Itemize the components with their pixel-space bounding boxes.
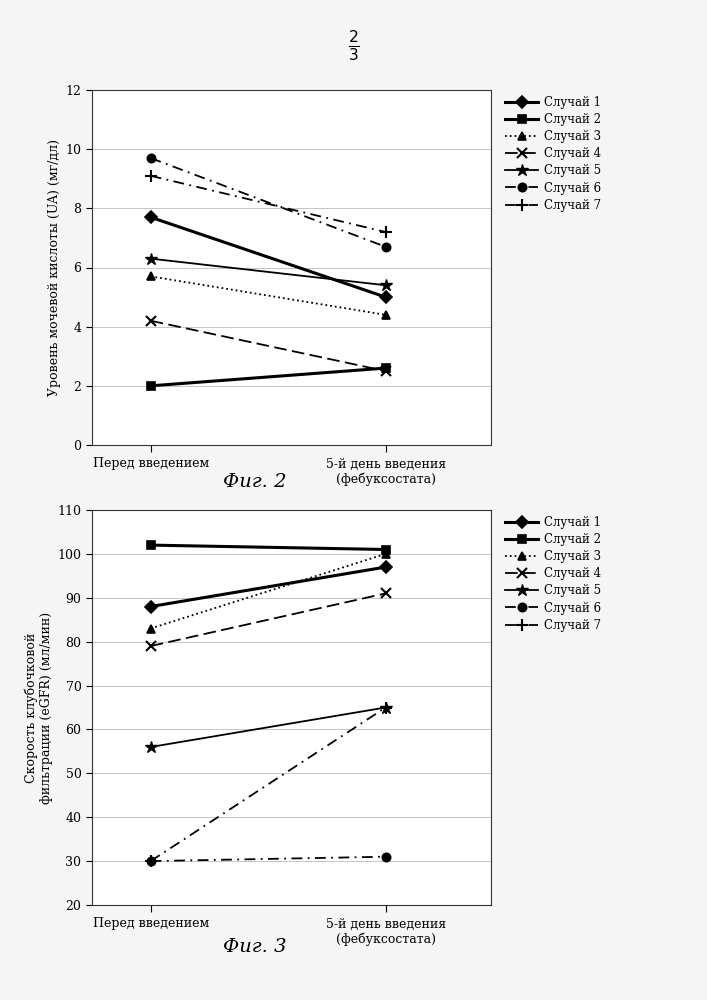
Text: Фиг. 3: Фиг. 3 xyxy=(223,938,286,956)
Y-axis label: Уровень мочевой кислоты (UA) (мг/дл): Уровень мочевой кислоты (UA) (мг/дл) xyxy=(48,139,62,396)
Text: Фиг. 2: Фиг. 2 xyxy=(223,473,286,491)
Text: $\mathit{\frac{2}{3}}$: $\mathit{\frac{2}{3}}$ xyxy=(348,28,359,63)
Legend: Случай 1, Случай 2, Случай 3, Случай 4, Случай 5, Случай 6, Случай 7: Случай 1, Случай 2, Случай 3, Случай 4, … xyxy=(506,96,602,212)
Legend: Случай 1, Случай 2, Случай 3, Случай 4, Случай 5, Случай 6, Случай 7: Случай 1, Случай 2, Случай 3, Случай 4, … xyxy=(506,516,602,632)
Y-axis label: Скорость клубочковой
фильтрации (eGFR) (мл/мин): Скорость клубочковой фильтрации (eGFR) (… xyxy=(25,611,53,804)
